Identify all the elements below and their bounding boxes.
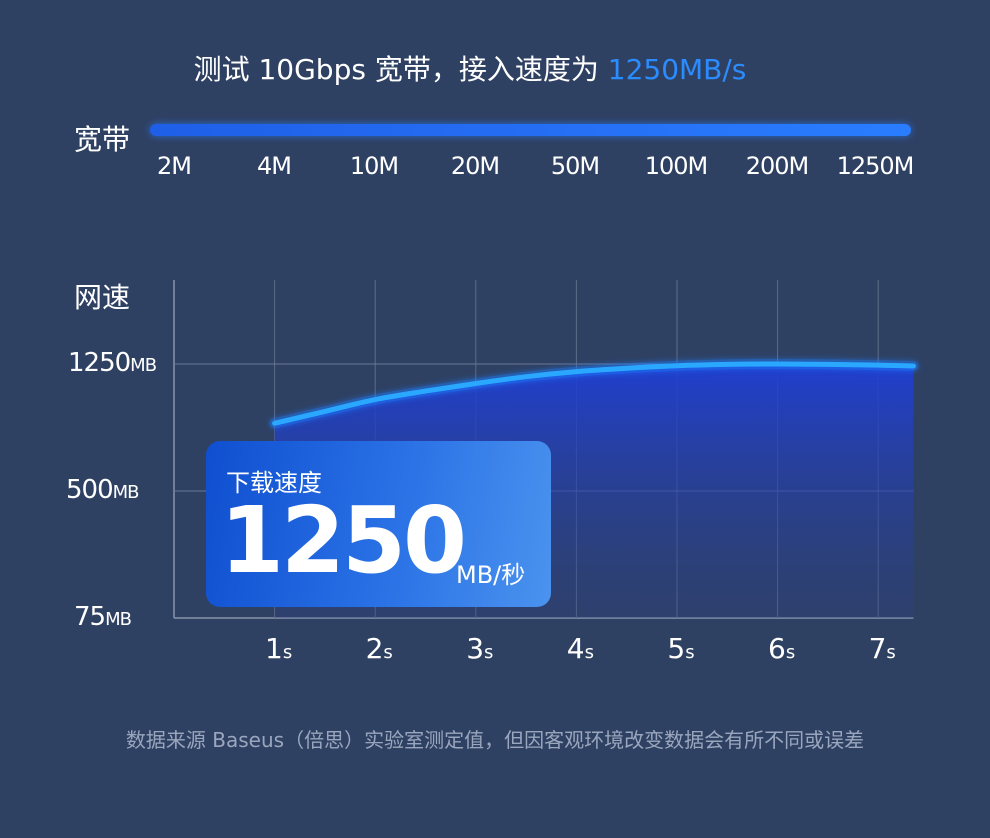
bandwidth-label: 宽带 — [74, 123, 131, 156]
x-tick-label: 1s — [265, 632, 292, 665]
x-tick-value: 4 — [566, 632, 585, 665]
x-tick-unit: s — [584, 642, 594, 663]
bandwidth-tick: 10M — [349, 152, 399, 180]
footnote: 数据来源 Baseus（倍思）实验室测定值，但因客观环境改变数据会有所不同或误差 — [125, 728, 865, 752]
x-tick-unit: s — [886, 642, 896, 663]
download-speed-badge: 下载速度 1250 MB/秒 — [206, 441, 551, 607]
series-line — [272, 361, 916, 426]
bandwidth-tick: 200M — [745, 152, 810, 180]
bandwidth-tick: 4M — [257, 152, 292, 180]
y-tick-value: 75 — [74, 602, 106, 632]
x-tick-unit: s — [282, 642, 293, 663]
headline-accent: 1250MB/s — [607, 53, 747, 86]
x-tick-label: 2s — [366, 632, 393, 665]
x-tick-label: 5s — [667, 632, 694, 665]
badge-unit: MB/秒 — [456, 561, 526, 589]
y-tick-label: 1250MB — [68, 348, 157, 378]
x-tick-unit: s — [383, 642, 393, 663]
y-tick-unit: MB — [130, 355, 157, 376]
x-tick-value: 3 — [466, 632, 485, 665]
bandwidth-tick: 1250M — [836, 152, 915, 180]
x-tick-value: 2 — [365, 632, 384, 665]
x-tick-value: 5 — [667, 632, 686, 665]
bandwidth-tick: 20M — [450, 152, 500, 180]
x-tick-label: 7s — [869, 632, 896, 665]
y-tick-label: 500MB — [66, 475, 140, 505]
x-tick-value: 1 — [264, 632, 283, 665]
bandwidth-tick: 50M — [550, 152, 600, 180]
x-tick-label: 3s — [466, 632, 493, 665]
headline: 测试 10Gbps 宽带，接入速度为 1250MB/s — [0, 48, 940, 88]
y-tick-label: 75MB — [74, 602, 132, 632]
y-tick-value: 500 — [66, 475, 114, 505]
x-tick-value: 6 — [767, 632, 786, 665]
x-tick-value: 7 — [868, 632, 887, 665]
bandwidth-tick: 2M — [157, 152, 192, 180]
y-tick-value: 1250 — [68, 348, 131, 378]
y-tick-unit: MB — [112, 482, 140, 503]
badge-title: 下载速度 — [226, 469, 322, 497]
bandwidth-tick: 100M — [644, 152, 709, 180]
x-tick-unit: s — [785, 642, 796, 663]
y-tick-unit: MB — [105, 609, 132, 630]
bandwidth-bar — [150, 124, 911, 136]
x-tick-unit: s — [484, 642, 494, 663]
x-tick-unit: s — [685, 642, 695, 663]
headline-prefix: 测试 10Gbps 宽带，接入速度为 — [193, 53, 608, 86]
x-tick-label: 4s — [567, 632, 594, 665]
badge-value: 1250 — [220, 487, 467, 594]
speed-axis-label: 网速 — [74, 281, 131, 314]
x-tick-label: 6s — [768, 632, 795, 665]
